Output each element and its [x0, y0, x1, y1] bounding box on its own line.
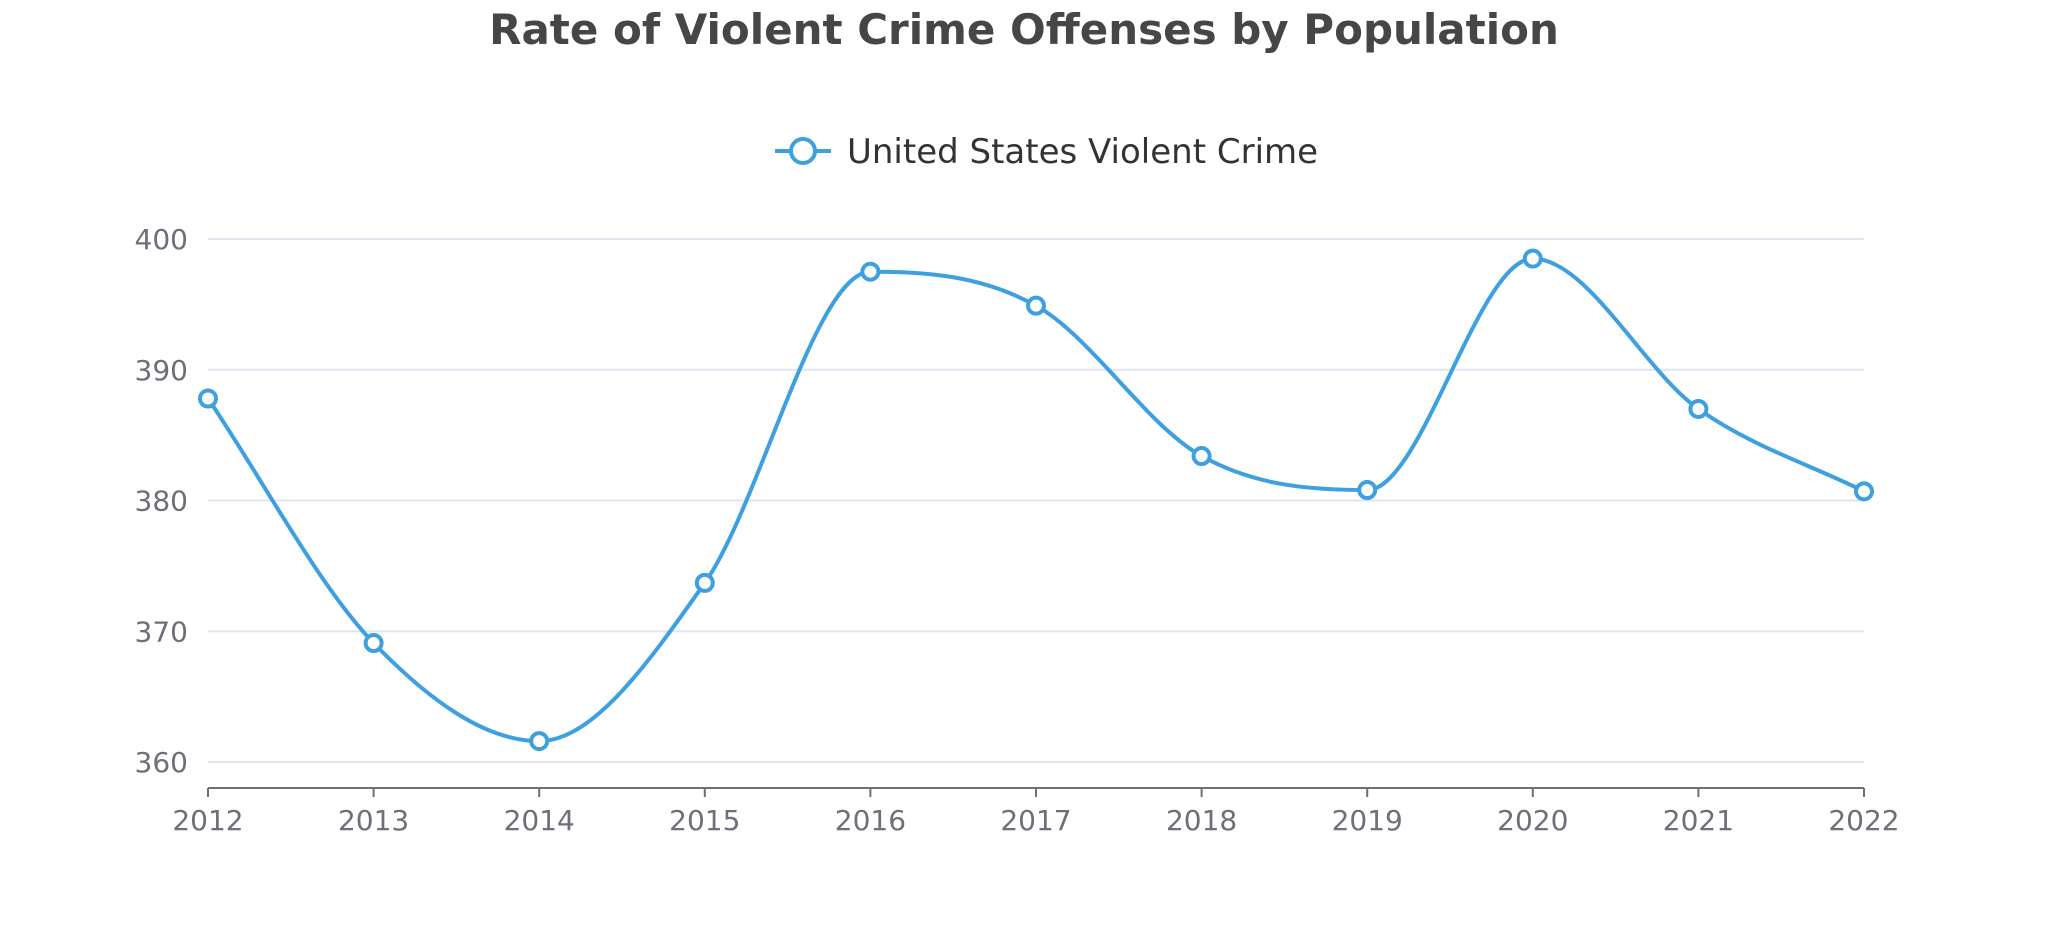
x-tick-label: 2016	[835, 804, 906, 837]
grid-lines	[208, 238, 1864, 763]
x-tick-label: 2018	[1166, 804, 1237, 837]
x-tick-label: 2019	[1332, 804, 1403, 837]
x-tick-label: 2015	[669, 804, 740, 837]
y-tick-label: 390	[135, 354, 188, 387]
series-line	[206, 256, 1865, 744]
x-axis	[207, 787, 1865, 797]
data-point-2019[interactable]	[1357, 480, 1378, 501]
data-point-2013[interactable]	[363, 633, 384, 654]
data-point-2020[interactable]	[1522, 248, 1543, 269]
data-point-2015[interactable]	[694, 572, 715, 593]
legend[interactable]: United States Violent Crime	[775, 132, 1318, 172]
y-tick-label: 360	[135, 746, 188, 779]
y-tick-label: 400	[135, 223, 188, 256]
x-axis-labels: 2012 2013 2014 2015 2016 2017 2018 2019 2020 2021…	[172, 804, 1899, 837]
chart-title: Rate of Violent Crime Offenses by Popula…	[489, 5, 1559, 54]
data-point-2021[interactable]	[1688, 398, 1709, 419]
x-tick-label: 2013	[338, 804, 409, 837]
x-tick-label: 2012	[172, 804, 243, 837]
x-tick-label: 2014	[504, 804, 575, 837]
data-point-2014[interactable]	[529, 731, 550, 752]
data-point-2016[interactable]	[860, 261, 881, 282]
data-point-2017[interactable]	[1026, 295, 1046, 316]
y-tick-label: 370	[135, 615, 188, 648]
x-tick-label: 2020	[1497, 804, 1568, 837]
legend-marker-icon	[789, 137, 817, 165]
data-point-2018[interactable]	[1191, 446, 1212, 467]
x-tick-label: 2021	[1663, 804, 1734, 837]
x-tick-label: 2022	[1828, 804, 1899, 837]
x-tick-label: 2017	[1000, 804, 1071, 837]
series-layer	[198, 248, 1874, 752]
y-axis-labels: 360 370 380 390 400	[135, 223, 188, 779]
y-tick-label: 380	[135, 485, 188, 518]
legend-label[interactable]: United States Violent Crime	[847, 132, 1318, 172]
data-point-2012[interactable]	[198, 388, 218, 409]
data-point-2022[interactable]	[1854, 481, 1874, 502]
